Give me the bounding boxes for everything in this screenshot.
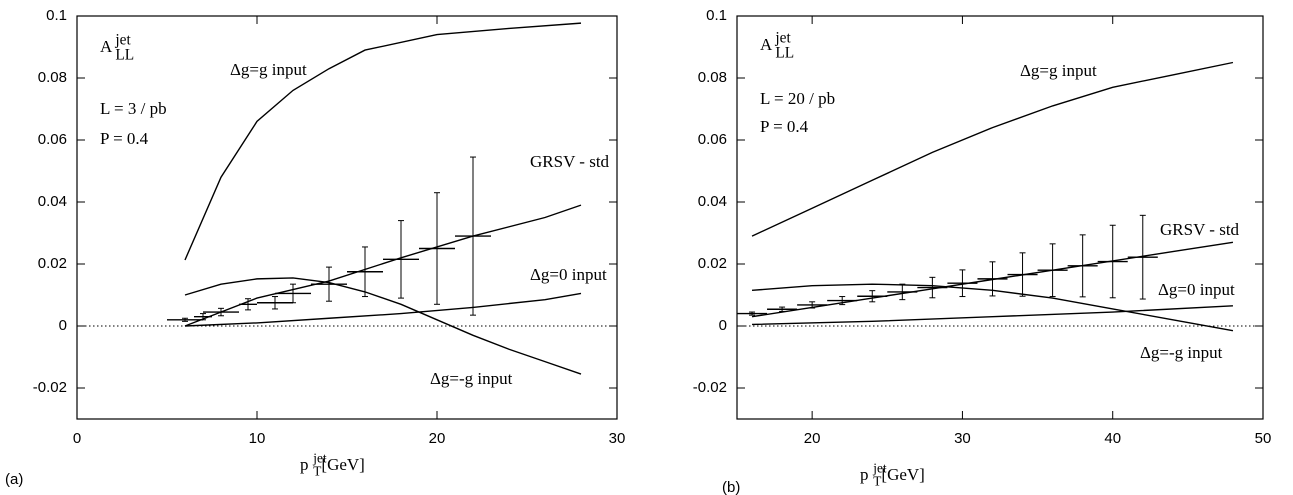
curve bbox=[184, 204, 582, 327]
annotation: P = 0.4 bbox=[760, 117, 809, 136]
error-point bbox=[977, 261, 1008, 297]
label-base: A bbox=[760, 35, 773, 54]
x-tick-label: 20 bbox=[429, 430, 446, 447]
curve-label: Δg=g input bbox=[1020, 61, 1097, 80]
curve-label: Δg=-g input bbox=[1140, 343, 1223, 362]
panel-label: (a) bbox=[5, 471, 23, 488]
y-tick-label: 0.06 bbox=[698, 131, 727, 148]
error-point bbox=[167, 317, 203, 322]
error-point bbox=[455, 156, 491, 316]
y-tick-label: 0.08 bbox=[698, 69, 727, 86]
x-tick-label: 10 bbox=[249, 430, 266, 447]
label-sub: LL bbox=[115, 46, 134, 63]
y-tick-label: 0.08 bbox=[38, 69, 67, 86]
error-point bbox=[947, 269, 978, 298]
y-tick-label: -0.02 bbox=[33, 379, 67, 396]
error-point bbox=[311, 266, 347, 302]
error-point bbox=[194, 313, 212, 321]
curve-label: GRSV - std bbox=[1160, 220, 1240, 239]
label-sup: jet bbox=[312, 450, 327, 465]
label-base: p bbox=[300, 455, 309, 474]
compound-label: p jet T[GeV] bbox=[300, 450, 365, 478]
x-tick-label: 30 bbox=[609, 430, 626, 447]
y-tick-label: 0.04 bbox=[38, 193, 67, 210]
error-point bbox=[1007, 252, 1038, 297]
curve-label: GRSV - std bbox=[530, 152, 610, 171]
error-point bbox=[767, 306, 798, 312]
label-sup: jet bbox=[872, 460, 887, 475]
error-point bbox=[797, 301, 828, 309]
plot-frame bbox=[76, 15, 618, 420]
label-sup: jet bbox=[774, 29, 791, 46]
error-point bbox=[737, 311, 768, 316]
y-tick-label: 0.06 bbox=[38, 131, 67, 148]
annotation: L = 3 / pb bbox=[100, 99, 167, 118]
annotation: L = 20 / pb bbox=[760, 89, 835, 108]
error-point bbox=[383, 220, 419, 299]
error-point bbox=[887, 283, 918, 301]
curve bbox=[752, 305, 1233, 326]
label-sub: T bbox=[313, 464, 321, 479]
y-tick-label: 0.1 bbox=[46, 7, 67, 24]
error-point bbox=[1097, 224, 1128, 299]
y-tick-label: 0 bbox=[719, 317, 727, 334]
error-point bbox=[419, 192, 455, 305]
x-tick-label: 0 bbox=[73, 430, 81, 447]
label-sub: T bbox=[873, 474, 881, 489]
error-point bbox=[1127, 214, 1158, 300]
label-sup: jet bbox=[114, 31, 131, 48]
error-point bbox=[275, 283, 311, 304]
y-tick-label: 0.02 bbox=[38, 255, 67, 272]
x-tick-label: 40 bbox=[1104, 430, 1121, 447]
error-point bbox=[827, 296, 858, 306]
curve bbox=[184, 22, 582, 261]
y-tick-label: 0.1 bbox=[706, 7, 727, 24]
error-point bbox=[203, 307, 239, 317]
y-tick-label: 0 bbox=[59, 317, 67, 334]
curve bbox=[184, 277, 582, 375]
label-rest: [GeV] bbox=[321, 455, 364, 474]
curve bbox=[751, 61, 1234, 237]
error-point bbox=[1037, 243, 1068, 298]
curve-label: Δg=g input bbox=[230, 60, 307, 79]
x-tick-label: 50 bbox=[1255, 430, 1272, 447]
plot-frame bbox=[736, 15, 1264, 420]
error-point bbox=[857, 290, 888, 303]
y-tick-label: -0.02 bbox=[693, 379, 727, 396]
label-base: p bbox=[860, 465, 869, 484]
y-tick-label: 0.02 bbox=[698, 255, 727, 272]
error-point bbox=[1067, 234, 1098, 298]
curve-label: Δg=-g input bbox=[430, 369, 513, 388]
curve-label: Δg=0 input bbox=[530, 265, 607, 284]
x-tick-label: 30 bbox=[954, 430, 971, 447]
panel-label: (b) bbox=[722, 479, 740, 495]
curve bbox=[184, 292, 582, 327]
label-base: A bbox=[100, 37, 113, 56]
error-point bbox=[239, 298, 257, 311]
curve-label: Δg=0 input bbox=[1158, 280, 1235, 299]
label-sub: LL bbox=[775, 44, 794, 61]
error-point bbox=[347, 246, 383, 298]
error-point bbox=[257, 296, 293, 310]
x-tick-label: 20 bbox=[804, 430, 821, 447]
error-point bbox=[917, 276, 948, 299]
annotation: P = 0.4 bbox=[100, 129, 149, 148]
label-rest: [GeV] bbox=[881, 465, 924, 484]
y-tick-label: 0.04 bbox=[698, 193, 727, 210]
compound-label: p jet T[GeV] bbox=[860, 460, 925, 488]
